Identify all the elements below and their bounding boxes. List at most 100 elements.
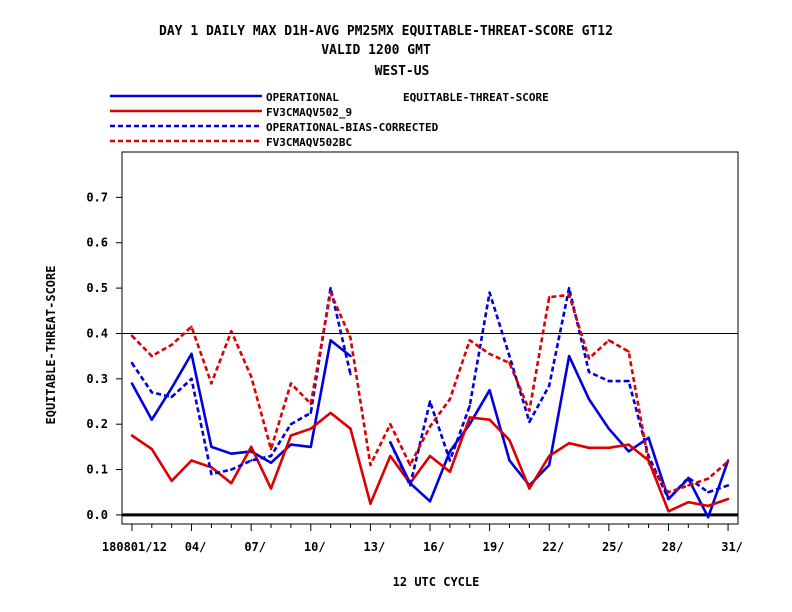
data-point [468, 404, 471, 408]
y-tick-label: 0.2 [86, 417, 108, 431]
data-point [289, 443, 293, 446]
data-point [508, 354, 511, 358]
data-point [190, 459, 193, 462]
data-point [170, 395, 173, 399]
chart-subtitle-valid: VALID 1200 GMT [321, 43, 431, 58]
data-point [369, 463, 372, 467]
data-point [488, 291, 491, 294]
data-point [130, 334, 134, 337]
data-point [230, 452, 233, 455]
series-0 [130, 338, 730, 519]
data-point [190, 352, 193, 356]
legend-entry-label: FV3CMAQV502_9 [266, 106, 352, 119]
data-point [230, 468, 233, 471]
data-point [250, 375, 253, 378]
x-tick-label: 19/ [483, 540, 505, 554]
data-point [230, 482, 233, 485]
x-tick-label: 22/ [542, 540, 564, 554]
data-point [309, 427, 312, 430]
data-point [627, 443, 630, 446]
series-line-0 [389, 354, 730, 519]
y-tick-label: 0.0 [86, 508, 108, 522]
data-point [448, 450, 452, 453]
reference-lines [122, 332, 738, 517]
x-tick-label: 13/ [364, 540, 386, 554]
series-2 [130, 286, 730, 501]
data-point [468, 416, 471, 419]
data-point [468, 423, 471, 426]
legend-entry-label: FV3CMAQV502BC [266, 136, 352, 149]
x-axis-label: 12 UTC CYCLE [393, 575, 480, 589]
data-point [687, 476, 690, 479]
series-line-2 [130, 286, 352, 476]
data-point [210, 382, 213, 385]
x-tick-label: 07/ [244, 540, 266, 554]
data-point [587, 370, 591, 374]
data-point [210, 445, 213, 449]
series-line-3 [130, 291, 729, 494]
data-point [687, 501, 690, 504]
data-point [329, 291, 332, 294]
data-point [329, 339, 332, 342]
data-point [488, 389, 491, 392]
x-tick-label: 16/ [423, 540, 445, 554]
data-point [309, 402, 312, 405]
data-point [508, 459, 511, 462]
data-point [726, 460, 730, 463]
x-tick-label: 04/ [185, 540, 207, 554]
data-point [548, 463, 551, 467]
data-point [349, 427, 352, 430]
data-point [389, 441, 392, 444]
data-point [428, 454, 432, 458]
data-point [448, 398, 452, 401]
data-point [607, 339, 610, 342]
data-point [170, 386, 173, 390]
data-point [726, 497, 730, 501]
data-point [647, 461, 650, 464]
data-point [230, 330, 233, 333]
data-point [707, 504, 710, 508]
data-point [567, 442, 571, 445]
data-point [726, 484, 730, 487]
data-point [309, 411, 312, 415]
data-point [309, 445, 312, 449]
data-point [130, 382, 134, 385]
y-tick-label: 0.7 [86, 190, 108, 204]
data-point [488, 418, 491, 421]
data-point [587, 446, 591, 449]
data-point [607, 379, 610, 383]
data-point [329, 286, 332, 290]
data-point [528, 420, 531, 424]
data-point [627, 350, 630, 353]
y-tick-label: 0.1 [86, 463, 108, 477]
y-tick-label: 0.4 [86, 326, 108, 340]
data-point [389, 454, 392, 458]
x-tick-label: 31/ [721, 540, 743, 554]
data-point [567, 293, 571, 297]
data-point [448, 459, 452, 462]
data-point [428, 425, 432, 428]
data-point [150, 391, 153, 394]
data-point [627, 379, 630, 383]
data-point [210, 472, 213, 476]
data-point [627, 450, 630, 453]
data-point [150, 418, 153, 421]
data-point [548, 296, 551, 299]
data-point [667, 510, 670, 513]
data-point [508, 361, 511, 365]
data-point [488, 352, 491, 356]
x-tick-label: 10/ [304, 540, 326, 554]
x-axis: 180801/12 04/07/10/13/16/19/22/25/28/31/ [102, 524, 743, 554]
data-point [250, 459, 253, 462]
y-tick-label: 0.5 [86, 281, 108, 295]
legend: EQUITABLE-THREAT-SCORE OPERATIONAL FV3CMA… [110, 91, 549, 149]
chart-title-block: DAY 1 DAILY MAX D1H-AVG PM25MX EQUITABLE… [159, 24, 613, 79]
data-point [448, 470, 452, 473]
data-point [190, 377, 193, 380]
series-line-0 [130, 338, 352, 465]
y-tick-label: 0.6 [86, 236, 108, 250]
data-point [567, 354, 571, 358]
data-point [548, 454, 551, 458]
data-point [190, 325, 193, 328]
